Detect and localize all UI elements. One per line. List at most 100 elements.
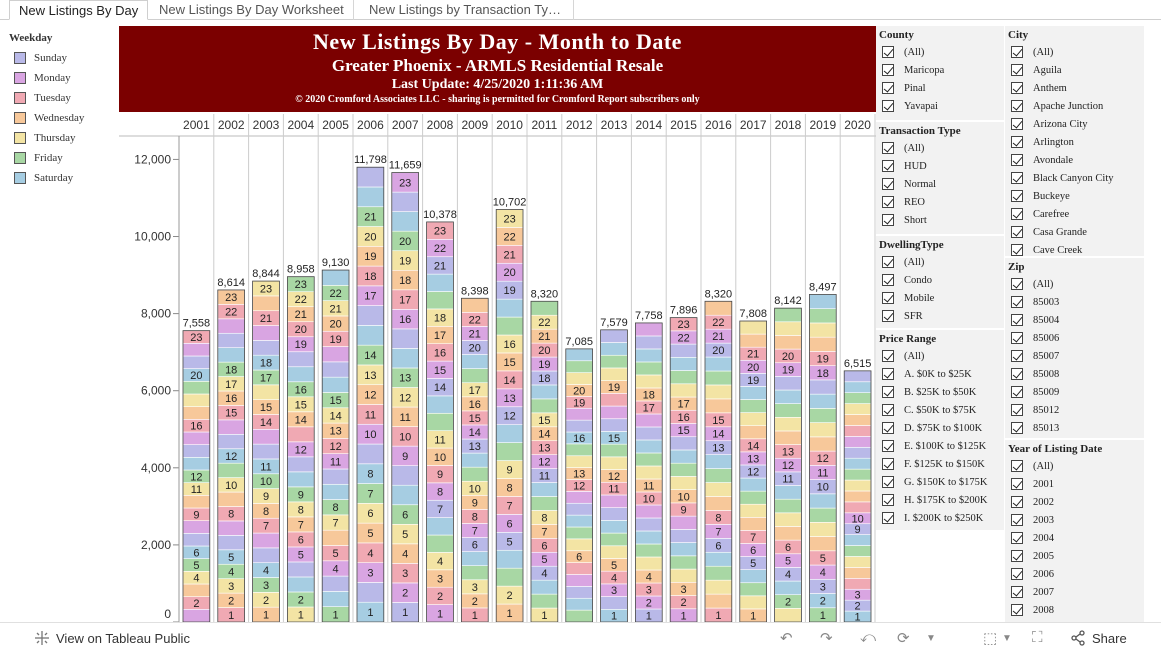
- legend-item[interactable]: Monday: [9, 68, 109, 88]
- filter-option[interactable]: Short: [876, 211, 1004, 229]
- checkbox-checked-icon[interactable]: [1011, 172, 1023, 184]
- filter-option[interactable]: Cave Creek: [1005, 241, 1144, 256]
- filter-option[interactable]: G. $150K to $175K: [876, 473, 1004, 491]
- tab-new-listings-by-day[interactable]: New Listings By Day: [9, 0, 149, 20]
- checkbox-checked-icon[interactable]: [882, 196, 894, 208]
- checkbox-checked-icon[interactable]: [882, 274, 894, 286]
- checkbox-checked-icon[interactable]: [1011, 350, 1023, 362]
- filter-option[interactable]: 2006: [1005, 565, 1144, 583]
- legend-item[interactable]: Tuesday: [9, 88, 109, 108]
- checkbox-checked-icon[interactable]: [882, 476, 894, 488]
- filter-option[interactable]: 2003: [1005, 511, 1144, 529]
- filter-option[interactable]: F. $125K to $150K: [876, 455, 1004, 473]
- checkbox-checked-icon[interactable]: [1011, 478, 1023, 490]
- filter-option[interactable]: Aguila: [1005, 61, 1144, 79]
- filter-option[interactable]: 85012: [1005, 401, 1144, 419]
- filter-option[interactable]: 85003: [1005, 293, 1144, 311]
- checkbox-checked-icon[interactable]: [882, 178, 894, 190]
- filter-option[interactable]: Anthem: [1005, 79, 1144, 97]
- filter-option[interactable]: I. $200K to $250K: [876, 509, 1004, 527]
- checkbox-checked-icon[interactable]: [1011, 190, 1023, 202]
- checkbox-checked-icon[interactable]: [1011, 368, 1023, 380]
- filter-option[interactable]: 2004: [1005, 529, 1144, 547]
- filter-option[interactable]: (All): [876, 139, 1004, 157]
- checkbox-checked-icon[interactable]: [882, 494, 894, 506]
- filter-option[interactable]: A. $0K to $25K: [876, 365, 1004, 383]
- checkbox-checked-icon[interactable]: [882, 214, 894, 226]
- tab-new-listings-by-transaction-type[interactable]: New Listings by Transaction Ty…: [360, 0, 574, 20]
- revert-icon[interactable]: ⤺: [860, 629, 877, 646]
- checkbox-checked-icon[interactable]: [1011, 136, 1023, 148]
- filter-option[interactable]: Mobile: [876, 289, 1004, 307]
- checkbox-checked-icon[interactable]: [882, 404, 894, 416]
- checkbox-checked-icon[interactable]: [882, 440, 894, 452]
- filter-option[interactable]: 85006: [1005, 329, 1144, 347]
- filter-option[interactable]: (All): [1005, 43, 1144, 61]
- checkbox-checked-icon[interactable]: [882, 368, 894, 380]
- filter-option[interactable]: Casa Grande: [1005, 223, 1144, 241]
- filter-option[interactable]: (All): [1005, 457, 1144, 475]
- filter-option[interactable]: (All): [1005, 275, 1144, 293]
- view-on-tableau-link[interactable]: View on Tableau Public: [34, 630, 190, 646]
- refresh-icon[interactable]: ⟳: [897, 630, 910, 647]
- filter-option[interactable]: D. $75K to $100K: [876, 419, 1004, 437]
- filter-option[interactable]: 2005: [1005, 547, 1144, 565]
- filter-option[interactable]: 2007: [1005, 583, 1144, 601]
- filter-option[interactable]: REO: [876, 193, 1004, 211]
- checkbox-checked-icon[interactable]: [1011, 422, 1023, 434]
- checkbox-checked-icon[interactable]: [1011, 314, 1023, 326]
- checkbox-checked-icon[interactable]: [1011, 46, 1023, 58]
- filter-option[interactable]: Yavapai: [876, 97, 1004, 115]
- checkbox-checked-icon[interactable]: [1011, 244, 1023, 256]
- checkbox-checked-icon[interactable]: [1011, 278, 1023, 290]
- fullscreen-icon[interactable]: ⛶: [1032, 629, 1043, 646]
- chevron-down-icon[interactable]: ▼: [926, 633, 936, 644]
- filter-option[interactable]: 2002: [1005, 493, 1144, 511]
- filter-option[interactable]: H. $175K to $200K: [876, 491, 1004, 509]
- filter-option[interactable]: Maricopa: [876, 61, 1004, 79]
- checkbox-checked-icon[interactable]: [882, 256, 894, 268]
- checkbox-checked-icon[interactable]: [1011, 332, 1023, 344]
- filter-option[interactable]: C. $50K to $75K: [876, 401, 1004, 419]
- legend-item[interactable]: Friday: [9, 148, 109, 168]
- filter-option[interactable]: Apache Junction: [1005, 97, 1144, 115]
- filter-option[interactable]: Black Canyon City: [1005, 169, 1144, 187]
- checkbox-checked-icon[interactable]: [1011, 496, 1023, 508]
- checkbox-checked-icon[interactable]: [882, 386, 894, 398]
- filter-option[interactable]: 85008: [1005, 365, 1144, 383]
- filter-option[interactable]: B. $25K to $50K: [876, 383, 1004, 401]
- checkbox-checked-icon[interactable]: [1011, 568, 1023, 580]
- share-button[interactable]: Share: [1070, 630, 1127, 646]
- filter-option[interactable]: 85013: [1005, 419, 1144, 437]
- download-icon[interactable]: ⬚: [983, 630, 998, 647]
- checkbox-checked-icon[interactable]: [882, 292, 894, 304]
- filter-option[interactable]: Buckeye: [1005, 187, 1144, 205]
- checkbox-checked-icon[interactable]: [1011, 208, 1023, 220]
- checkbox-checked-icon[interactable]: [1011, 100, 1023, 112]
- filter-option[interactable]: 2001: [1005, 475, 1144, 493]
- filter-option[interactable]: (All): [876, 253, 1004, 271]
- filter-option[interactable]: Carefree: [1005, 205, 1144, 223]
- checkbox-checked-icon[interactable]: [1011, 550, 1023, 562]
- checkbox-checked-icon[interactable]: [1011, 118, 1023, 130]
- checkbox-checked-icon[interactable]: [882, 160, 894, 172]
- undo-icon[interactable]: ↶: [780, 630, 793, 647]
- filter-option[interactable]: 2008: [1005, 601, 1144, 619]
- legend-item[interactable]: Thursday: [9, 128, 109, 148]
- legend-item[interactable]: Saturday: [9, 168, 109, 188]
- legend-item[interactable]: Sunday: [9, 48, 109, 68]
- checkbox-checked-icon[interactable]: [1011, 296, 1023, 308]
- legend-item[interactable]: Wednesday: [9, 108, 109, 128]
- checkbox-checked-icon[interactable]: [1011, 404, 1023, 416]
- checkbox-checked-icon[interactable]: [882, 512, 894, 524]
- filter-option[interactable]: Arizona City: [1005, 115, 1144, 133]
- checkbox-checked-icon[interactable]: [1011, 460, 1023, 472]
- tab-new-listings-by-day-worksheet[interactable]: New Listings By Day Worksheet: [150, 0, 354, 20]
- checkbox-checked-icon[interactable]: [882, 422, 894, 434]
- checkbox-checked-icon[interactable]: [882, 82, 894, 94]
- checkbox-checked-icon[interactable]: [882, 64, 894, 76]
- checkbox-checked-icon[interactable]: [1011, 82, 1023, 94]
- checkbox-checked-icon[interactable]: [1011, 226, 1023, 238]
- checkbox-checked-icon[interactable]: [882, 100, 894, 112]
- filter-option[interactable]: (All): [876, 347, 1004, 365]
